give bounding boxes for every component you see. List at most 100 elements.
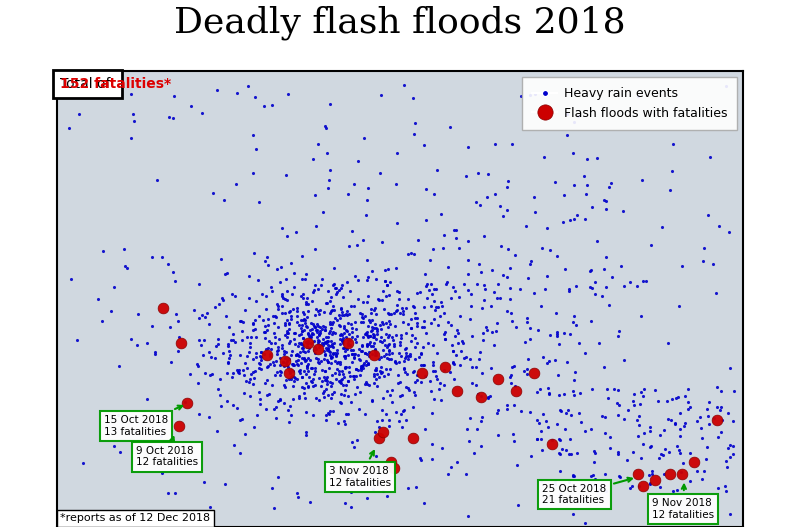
Text: 15 Oct 2018
13 fatalities: 15 Oct 2018 13 fatalities <box>104 406 182 437</box>
Point <box>258 257 271 265</box>
Point <box>563 450 576 458</box>
Point <box>418 140 430 149</box>
Point <box>324 165 337 174</box>
Point <box>254 365 267 373</box>
Point <box>254 348 267 356</box>
Point <box>581 154 594 163</box>
Point <box>612 411 625 419</box>
Point <box>306 319 319 328</box>
Point <box>341 345 354 353</box>
Point <box>336 366 349 375</box>
Point <box>549 356 562 365</box>
Point <box>281 296 294 304</box>
Point <box>290 349 303 358</box>
Point <box>462 436 475 445</box>
Point <box>281 361 294 369</box>
Point <box>470 425 483 434</box>
Point <box>212 334 225 343</box>
Point <box>566 149 579 157</box>
Point <box>330 359 343 367</box>
Point <box>505 308 518 317</box>
Point <box>614 473 627 481</box>
Point <box>338 311 351 319</box>
Point <box>627 390 640 398</box>
Point <box>500 401 513 409</box>
Point <box>282 328 294 337</box>
Point <box>334 340 346 348</box>
Point <box>698 467 710 475</box>
Point <box>585 317 598 325</box>
Point <box>107 283 120 291</box>
Point <box>402 352 414 360</box>
Point <box>330 290 342 298</box>
Point <box>654 450 667 458</box>
Point <box>279 308 292 317</box>
Point <box>406 434 419 442</box>
Point <box>192 409 205 418</box>
Point <box>246 131 259 140</box>
Point <box>221 369 234 377</box>
Point <box>438 329 450 338</box>
Point <box>278 383 291 391</box>
Point <box>372 295 385 303</box>
Point <box>398 345 411 353</box>
Point <box>665 415 678 424</box>
Point <box>282 418 295 427</box>
Point <box>258 334 271 343</box>
Point <box>550 252 563 260</box>
Point <box>275 291 288 300</box>
Point <box>261 326 274 335</box>
Point <box>674 431 686 440</box>
Point <box>271 300 284 308</box>
Point <box>210 86 223 94</box>
Point <box>359 329 372 338</box>
Point <box>375 369 388 377</box>
Point <box>307 321 320 330</box>
Point <box>388 309 401 318</box>
Point <box>342 368 355 376</box>
Point <box>260 253 273 261</box>
Point <box>338 363 351 372</box>
Point <box>214 375 226 384</box>
Point <box>357 364 370 373</box>
Point <box>584 425 597 433</box>
Point <box>568 391 581 399</box>
Point <box>222 358 234 367</box>
Point <box>549 476 562 485</box>
Point <box>246 320 259 328</box>
Point <box>651 397 664 406</box>
Point <box>222 358 234 367</box>
Point <box>501 404 514 413</box>
Point <box>377 287 390 295</box>
Point <box>298 367 310 375</box>
Point <box>279 319 292 328</box>
Point <box>356 236 369 245</box>
Point <box>309 281 322 289</box>
Point <box>443 123 456 131</box>
Point <box>386 386 398 394</box>
Point <box>534 301 547 310</box>
Point <box>330 346 343 355</box>
Point <box>297 289 310 298</box>
Point <box>382 323 394 331</box>
Point <box>329 356 342 365</box>
Point <box>318 367 331 375</box>
Point <box>383 331 396 339</box>
Point <box>370 327 383 336</box>
Point <box>428 285 441 293</box>
Point <box>245 333 258 341</box>
Point <box>325 354 338 363</box>
Point <box>674 409 686 417</box>
Point <box>676 459 689 467</box>
Point <box>250 144 263 153</box>
Point <box>432 303 445 311</box>
Point <box>108 442 121 450</box>
Point <box>294 330 307 338</box>
Point <box>346 333 358 341</box>
Point <box>683 403 696 411</box>
Point <box>296 320 309 329</box>
Point <box>258 327 270 336</box>
Point <box>346 358 358 366</box>
Point <box>376 415 389 424</box>
Point <box>304 326 317 335</box>
